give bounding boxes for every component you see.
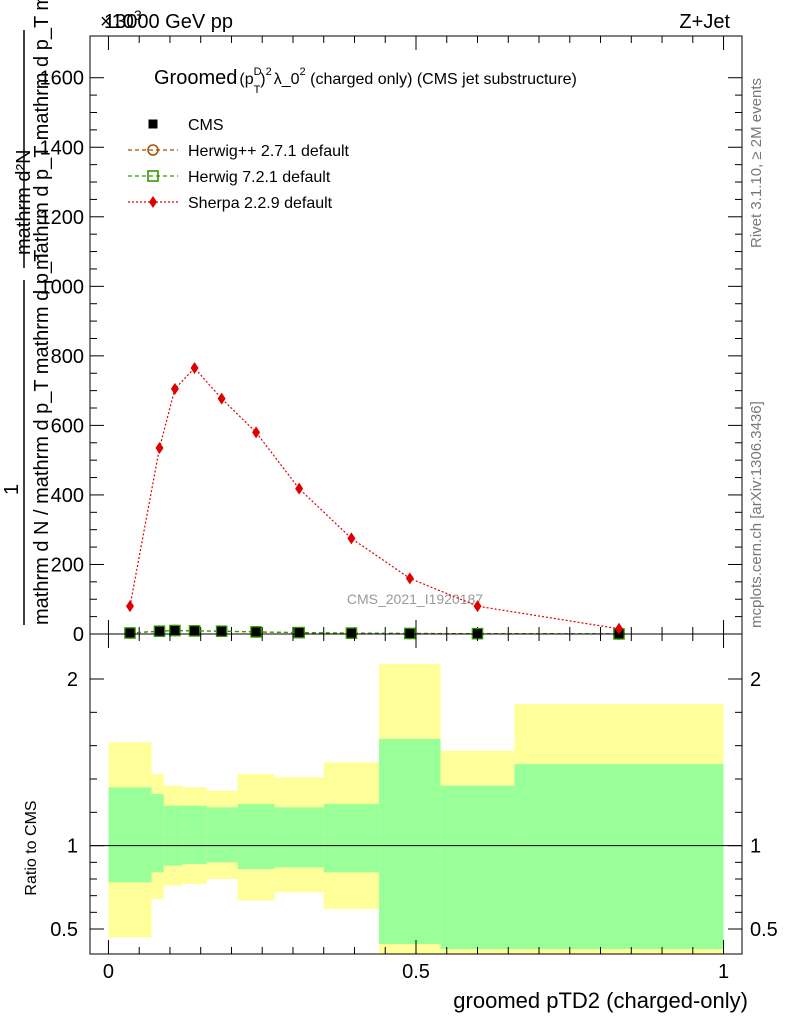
- exponent-label: ×103: [100, 7, 142, 33]
- main-y-axis: 0 200 400 600 800 1000 1200 1400 1600: [40, 68, 742, 646]
- data-point: [293, 626, 305, 639]
- data-point: [217, 626, 227, 636]
- data-point: [252, 426, 261, 439]
- plot-title: Groomed (pD T)2 λ_02 (charged only) (CMS je…: [154, 66, 577, 96]
- data-point: [294, 628, 304, 638]
- y-tick-label: 1400: [40, 137, 85, 159]
- y-tick-label: 1200: [40, 207, 85, 229]
- data-point: [614, 622, 623, 635]
- legend-label: Herwig++ 2.7.1 default: [188, 143, 350, 160]
- rivet-label: Rivet 3.1.10, ≥ 2M events: [748, 78, 765, 248]
- uncertainty-band-green: [514, 764, 724, 949]
- data-point: [251, 627, 261, 637]
- legend-label: CMS: [188, 117, 224, 134]
- data-point: [346, 628, 356, 638]
- legend-marker: [147, 170, 159, 182]
- data-point: [295, 482, 304, 495]
- process-label: Z+Jet: [679, 11, 730, 33]
- y-tick-label: 0: [73, 624, 84, 646]
- series-line: [129, 367, 620, 630]
- analysis-watermark: CMS_2021_I1920187: [347, 591, 483, 607]
- ratio-y-tick-label: 0.5: [50, 919, 78, 941]
- data-point: [170, 382, 179, 395]
- uncertainty-band-green: [440, 785, 515, 949]
- data-point: [250, 626, 262, 638]
- ratio-y-tick-label: 2: [67, 669, 78, 691]
- y-tick-label: 800: [51, 346, 84, 368]
- series-line: [129, 629, 619, 635]
- uncertainty-band-green: [206, 807, 238, 863]
- legend-marker: [147, 144, 159, 156]
- energy-label: 13000 GeV pp: [104, 11, 233, 33]
- y-tick-label: 1000: [40, 276, 85, 298]
- data-point: [345, 627, 358, 639]
- y-tick-label: 1600: [40, 68, 85, 90]
- data-point: [405, 572, 414, 585]
- uncertainty-band-green: [274, 807, 324, 868]
- uncertainty-band-green: [182, 805, 207, 864]
- ratio-y-axis: 0.5 0.5 1 1 2 2: [50, 669, 778, 941]
- uncertainty-band-green: [108, 787, 152, 883]
- data-point: [473, 600, 482, 613]
- data-point: [155, 626, 165, 636]
- main-ylabel: mathrm d²N mathrm d p_T mathrm d p_T mat…: [1, 0, 53, 625]
- ratio-bands: [108, 664, 724, 954]
- ratio-y-tick-label-right: 0.5: [750, 919, 778, 941]
- uncertainty-band-green: [151, 794, 164, 873]
- data-point: [405, 628, 415, 638]
- ratio-y-tick-label: 1: [67, 836, 78, 858]
- data-point: [347, 532, 356, 545]
- legend-label: Sherpa 2.2.9 default: [188, 195, 333, 212]
- uncertainty-band-green: [163, 805, 183, 866]
- data-point: [169, 624, 181, 637]
- data-point: [170, 626, 180, 636]
- uncertainty-band-green: [379, 739, 441, 944]
- legend-marker: [149, 196, 157, 208]
- legend-label: Herwig 7.2.1 default: [188, 169, 331, 186]
- data-point: [124, 627, 136, 639]
- mcplots-label: mcplots.cern.ch [arXiv:1306.3436]: [748, 401, 765, 628]
- ratio-x-axis: 0 0.5 1: [103, 634, 729, 983]
- uncertainty-band-green: [237, 804, 275, 869]
- ylabel-bottom-den: mathrm d N / mathrm d p_T mathrm d p_T: [31, 250, 53, 625]
- x-tick-label: 1: [718, 961, 729, 983]
- legend: CMS Herwig++ 2.7.1 default Herwig 7.2.1 de…: [128, 117, 350, 212]
- legend-marker: [148, 119, 158, 129]
- svg-text:Groomed(pDT)2λ_02 (charged onl: Groomed (pD T)2 λ_02 (charged only) (CMS je…: [154, 66, 577, 96]
- data-point: [155, 441, 164, 454]
- data-point: [217, 392, 226, 405]
- data-point: [125, 628, 135, 638]
- y-tick-label: 400: [51, 485, 84, 507]
- data-point: [215, 625, 228, 638]
- data-point: [188, 625, 201, 637]
- x-tick-label: 0.5: [402, 961, 430, 983]
- data-point: [190, 362, 199, 375]
- ylabel-one: 1: [1, 484, 23, 495]
- data-point: [404, 627, 416, 640]
- ratio-ylabel: Ratio to CMS: [23, 800, 40, 895]
- y-tick-label: 200: [51, 554, 84, 576]
- data-point: [153, 625, 166, 638]
- uncertainty-band-green: [323, 804, 380, 873]
- data-point: [190, 626, 200, 636]
- data-point: [125, 600, 134, 613]
- ratio-y-tick-label-right: 2: [750, 669, 761, 691]
- x-tick-label: 0: [103, 961, 114, 983]
- x-axis-label: groomed pTD2 (charged-only): [453, 988, 748, 1013]
- ylabel-top-den: mathrm d p_T mathrm d p_T mathrm d lambd…: [31, 0, 53, 270]
- ratio-y-tick-label-right: 1: [750, 836, 761, 858]
- y-tick-label: 600: [51, 415, 84, 437]
